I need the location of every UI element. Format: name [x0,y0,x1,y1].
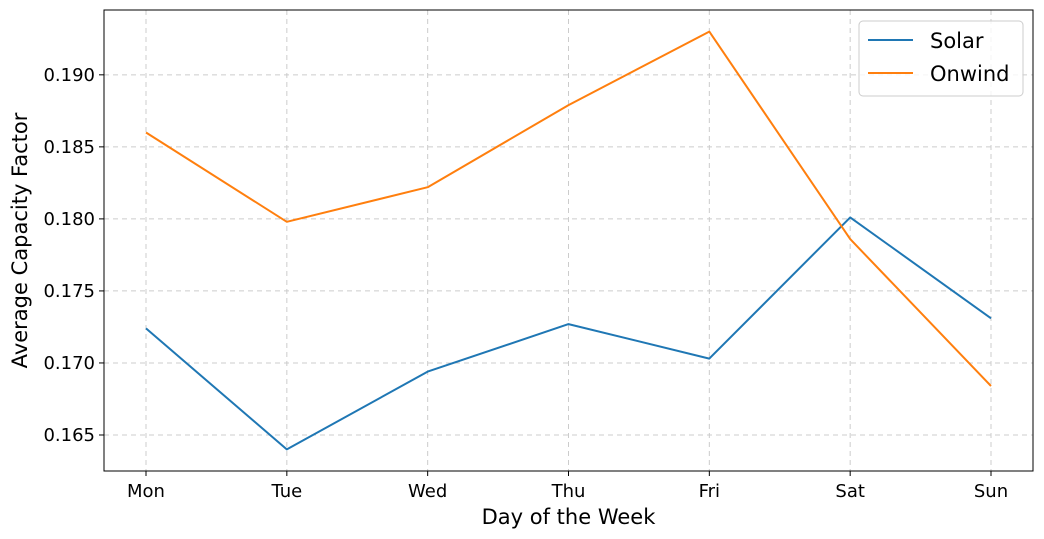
y-tick-label: 0.190 [43,65,95,86]
x-tick-label: Wed [408,481,447,502]
y-tick-label: 0.170 [43,353,95,374]
y-tick-label: 0.185 [43,137,95,158]
x-axis-label: Day of the Week [482,505,657,529]
x-tick-label: Sun [974,481,1008,502]
y-tick-label: 0.180 [43,209,95,230]
legend-label-solar: Solar [930,29,984,53]
series-line-solar [145,216,992,451]
x-tick-label: Mon [127,481,165,502]
series-line-onwind [145,30,992,387]
y-axis-ticks: 0.165 0.170 0.175 0.180 0.185 0.190 [43,65,104,446]
series-lines [145,30,992,451]
x-axis-ticks: Mon Tue Wed Thu Fri Sat Sun [127,471,1008,502]
x-tick-label: Thu [551,481,586,502]
x-tick-label: Sat [835,481,865,502]
y-tick-label: 0.165 [43,425,95,446]
y-axis-label: Average Capacity Factor [8,112,32,368]
legend-label-onwind: Onwind [930,62,1010,86]
x-tick-label: Fri [699,481,720,502]
y-tick-label: 0.175 [43,281,95,302]
legend: Solar Onwind [858,20,1024,97]
x-tick-label: Tue [270,481,302,502]
